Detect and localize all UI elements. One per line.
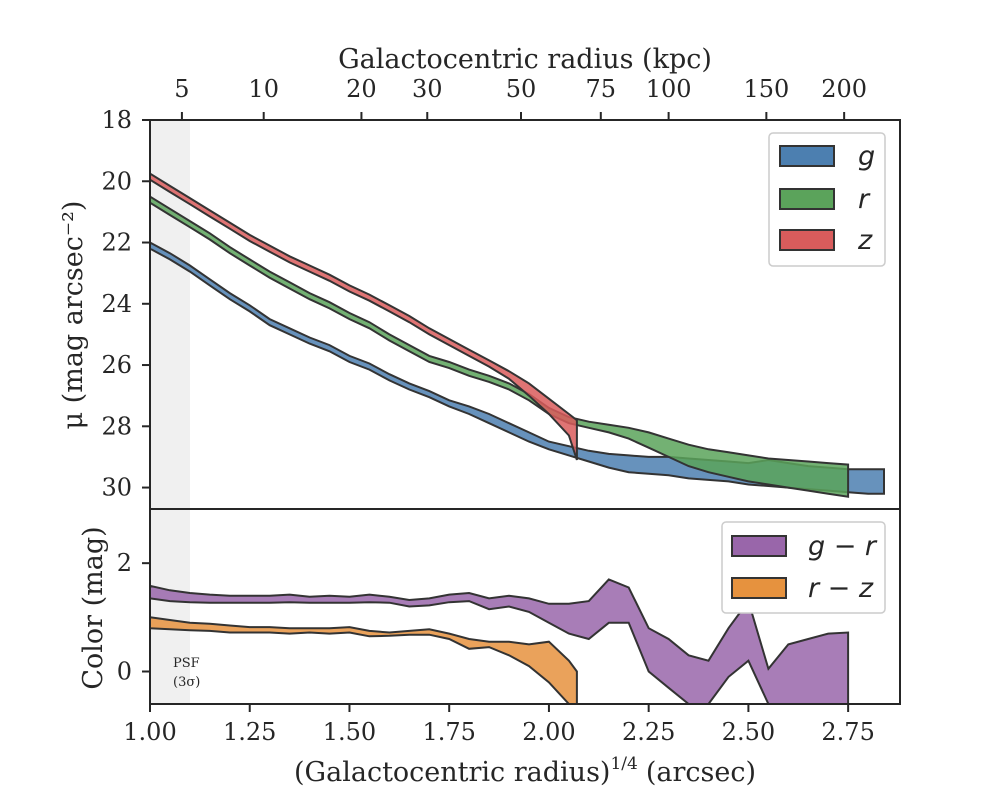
x-tick-label: 1.25 bbox=[223, 718, 276, 746]
legend-label-r: r bbox=[858, 184, 871, 215]
legend-label-g-r: g − r bbox=[808, 531, 878, 562]
xlabel-main: (Galactocentric radius) bbox=[294, 757, 610, 788]
y-tick-label: 0 bbox=[117, 658, 132, 686]
x-tick-label: 2.00 bbox=[522, 718, 575, 746]
legend-label-z: z bbox=[857, 225, 873, 256]
y-tick-label: 22 bbox=[101, 229, 132, 257]
kpc-tick-label: 50 bbox=[506, 75, 537, 103]
bottom-x-ticks: 1.00 1.25 1.50 1.75 2.00 2.25 2.50 2.75 bbox=[123, 704, 875, 746]
legend-swatch-g bbox=[779, 145, 835, 167]
x-tick-label: 2.50 bbox=[722, 718, 775, 746]
kpc-tick-label: 20 bbox=[346, 75, 377, 103]
top-axis-ticks: 5 10 20 30 50 75 100 150 200 bbox=[174, 75, 867, 120]
y-tick-label: 2 bbox=[117, 549, 132, 577]
x-tick-label: 2.75 bbox=[821, 718, 874, 746]
kpc-tick-label: 10 bbox=[248, 75, 279, 103]
bottom-y-axis-title: Color (mag) bbox=[78, 526, 109, 689]
kpc-tick-label: 30 bbox=[412, 75, 443, 103]
band-z bbox=[150, 172, 578, 461]
legend-label-g: g bbox=[858, 141, 875, 172]
band-gr bbox=[150, 578, 850, 704]
psf-note-sigma: (3σ) bbox=[173, 675, 200, 690]
kpc-tick-label: 100 bbox=[646, 75, 692, 103]
y-tick-label: 20 bbox=[101, 167, 132, 195]
x-tick-label: 1.75 bbox=[422, 718, 475, 746]
top-legend: g r z bbox=[768, 132, 886, 267]
x-tick-label: 2.25 bbox=[622, 718, 675, 746]
top-y-ticks: 18 20 22 24 26 28 30 bbox=[101, 106, 150, 502]
bottom-panel-series bbox=[150, 578, 850, 704]
band-rz bbox=[150, 616, 578, 704]
psf-note-label: PSF bbox=[173, 656, 200, 671]
x-tick-label: 1.50 bbox=[323, 718, 376, 746]
top-y-axis-title: μ (mag arcsec⁻²) bbox=[58, 201, 89, 430]
y-tick-label: 24 bbox=[101, 290, 132, 318]
legend-swatch-r-z bbox=[731, 577, 787, 599]
top-panel-series bbox=[150, 172, 885, 498]
psf-band-bottom bbox=[150, 509, 190, 704]
bottom-y-ticks: 02 bbox=[117, 549, 150, 686]
kpc-tick-label: 200 bbox=[821, 75, 867, 103]
bottom-x-axis-title: (Galactocentric radius)1/4 (arcsec) bbox=[294, 754, 756, 788]
y-tick-label: 30 bbox=[101, 474, 132, 502]
legend-label-r-z: r − z bbox=[808, 573, 874, 604]
kpc-tick-label: 5 bbox=[174, 75, 189, 103]
xlabel-exponent: 1/4 bbox=[610, 754, 637, 774]
kpc-tick-label: 75 bbox=[586, 75, 617, 103]
xlabel-unit: (arcsec) bbox=[646, 757, 756, 788]
bottom-legend: g − r r − z bbox=[721, 521, 886, 614]
legend-swatch-z bbox=[779, 229, 835, 251]
y-tick-label: 26 bbox=[101, 351, 132, 379]
band-g bbox=[150, 241, 885, 495]
x-tick-label: 1.00 bbox=[123, 718, 176, 746]
bottom-panel-frame bbox=[149, 508, 901, 705]
legend-swatch-g-r bbox=[731, 535, 787, 557]
y-tick-label: 18 bbox=[101, 106, 132, 134]
kpc-tick-label: 150 bbox=[743, 75, 789, 103]
y-tick-label: 28 bbox=[101, 412, 132, 440]
band-r bbox=[150, 195, 850, 498]
legend-swatch-r bbox=[779, 188, 835, 210]
top-x-axis-title: Galactocentric radius (kpc) bbox=[338, 44, 712, 75]
